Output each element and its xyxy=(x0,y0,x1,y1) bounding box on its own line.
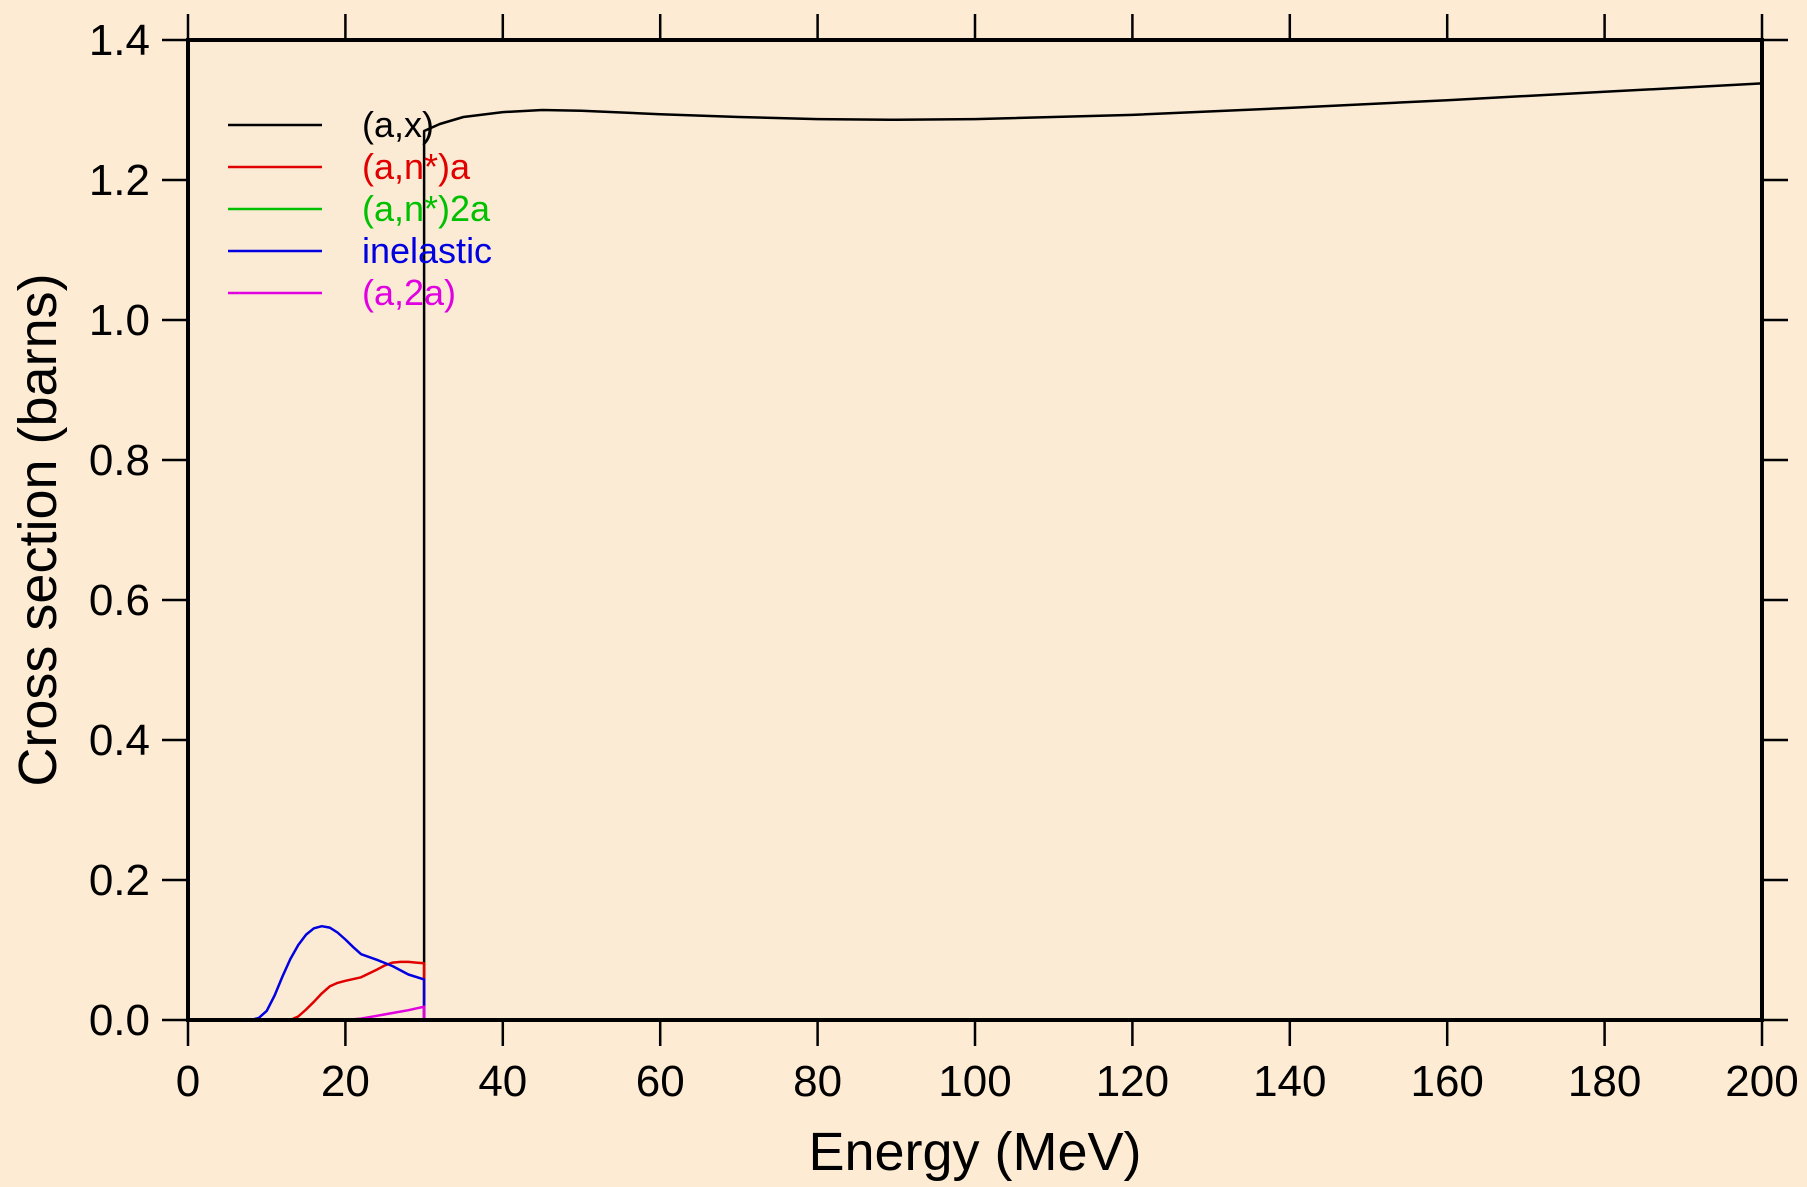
y-tick-label: 1.2 xyxy=(89,156,150,205)
ticks-layer: 0 20 40 60 80 100 120 140 160 180 200 0.0 0.2 0.4 0.6 0… xyxy=(89,14,1799,1106)
legend-label: (a,n*)a xyxy=(362,146,471,187)
y-tick-label: 1.4 xyxy=(89,16,150,65)
legend-label: (a,2a) xyxy=(362,272,456,313)
x-tick-label: 140 xyxy=(1253,1057,1326,1106)
x-tick-label: 40 xyxy=(478,1057,527,1106)
x-tick-label: 180 xyxy=(1568,1057,1641,1106)
x-tick-label: 20 xyxy=(321,1057,370,1106)
x-tick-label: 120 xyxy=(1096,1057,1169,1106)
legend-label: inelastic xyxy=(362,230,492,271)
series-line-1 xyxy=(188,82,1763,1022)
series-line-2 xyxy=(188,960,426,1022)
legend-label: (a,n*)2a xyxy=(362,188,491,229)
series-line-4 xyxy=(188,924,426,1022)
y-tick-label: 0.8 xyxy=(89,436,150,485)
y-tick-label: 1.0 xyxy=(89,296,150,345)
plot-area xyxy=(188,40,1762,1020)
y-axis-title: Cross section (barns) xyxy=(8,273,68,786)
x-tick-label: 80 xyxy=(793,1057,842,1106)
legend-label: (a,x) xyxy=(362,104,434,145)
x-tick-label: 200 xyxy=(1725,1057,1798,1106)
x-tick-label: 0 xyxy=(176,1057,200,1106)
y-tick-label: 0.6 xyxy=(89,576,150,625)
x-axis-title: Energy (MeV) xyxy=(808,1122,1141,1182)
y-tick-label: 0.0 xyxy=(89,996,150,1045)
x-tick-label: 100 xyxy=(938,1057,1011,1106)
x-tick-label: 60 xyxy=(636,1057,685,1106)
y-tick-label: 0.4 xyxy=(89,716,150,765)
y-tick-label: 0.2 xyxy=(89,856,150,905)
x-tick-label: 160 xyxy=(1410,1057,1483,1106)
